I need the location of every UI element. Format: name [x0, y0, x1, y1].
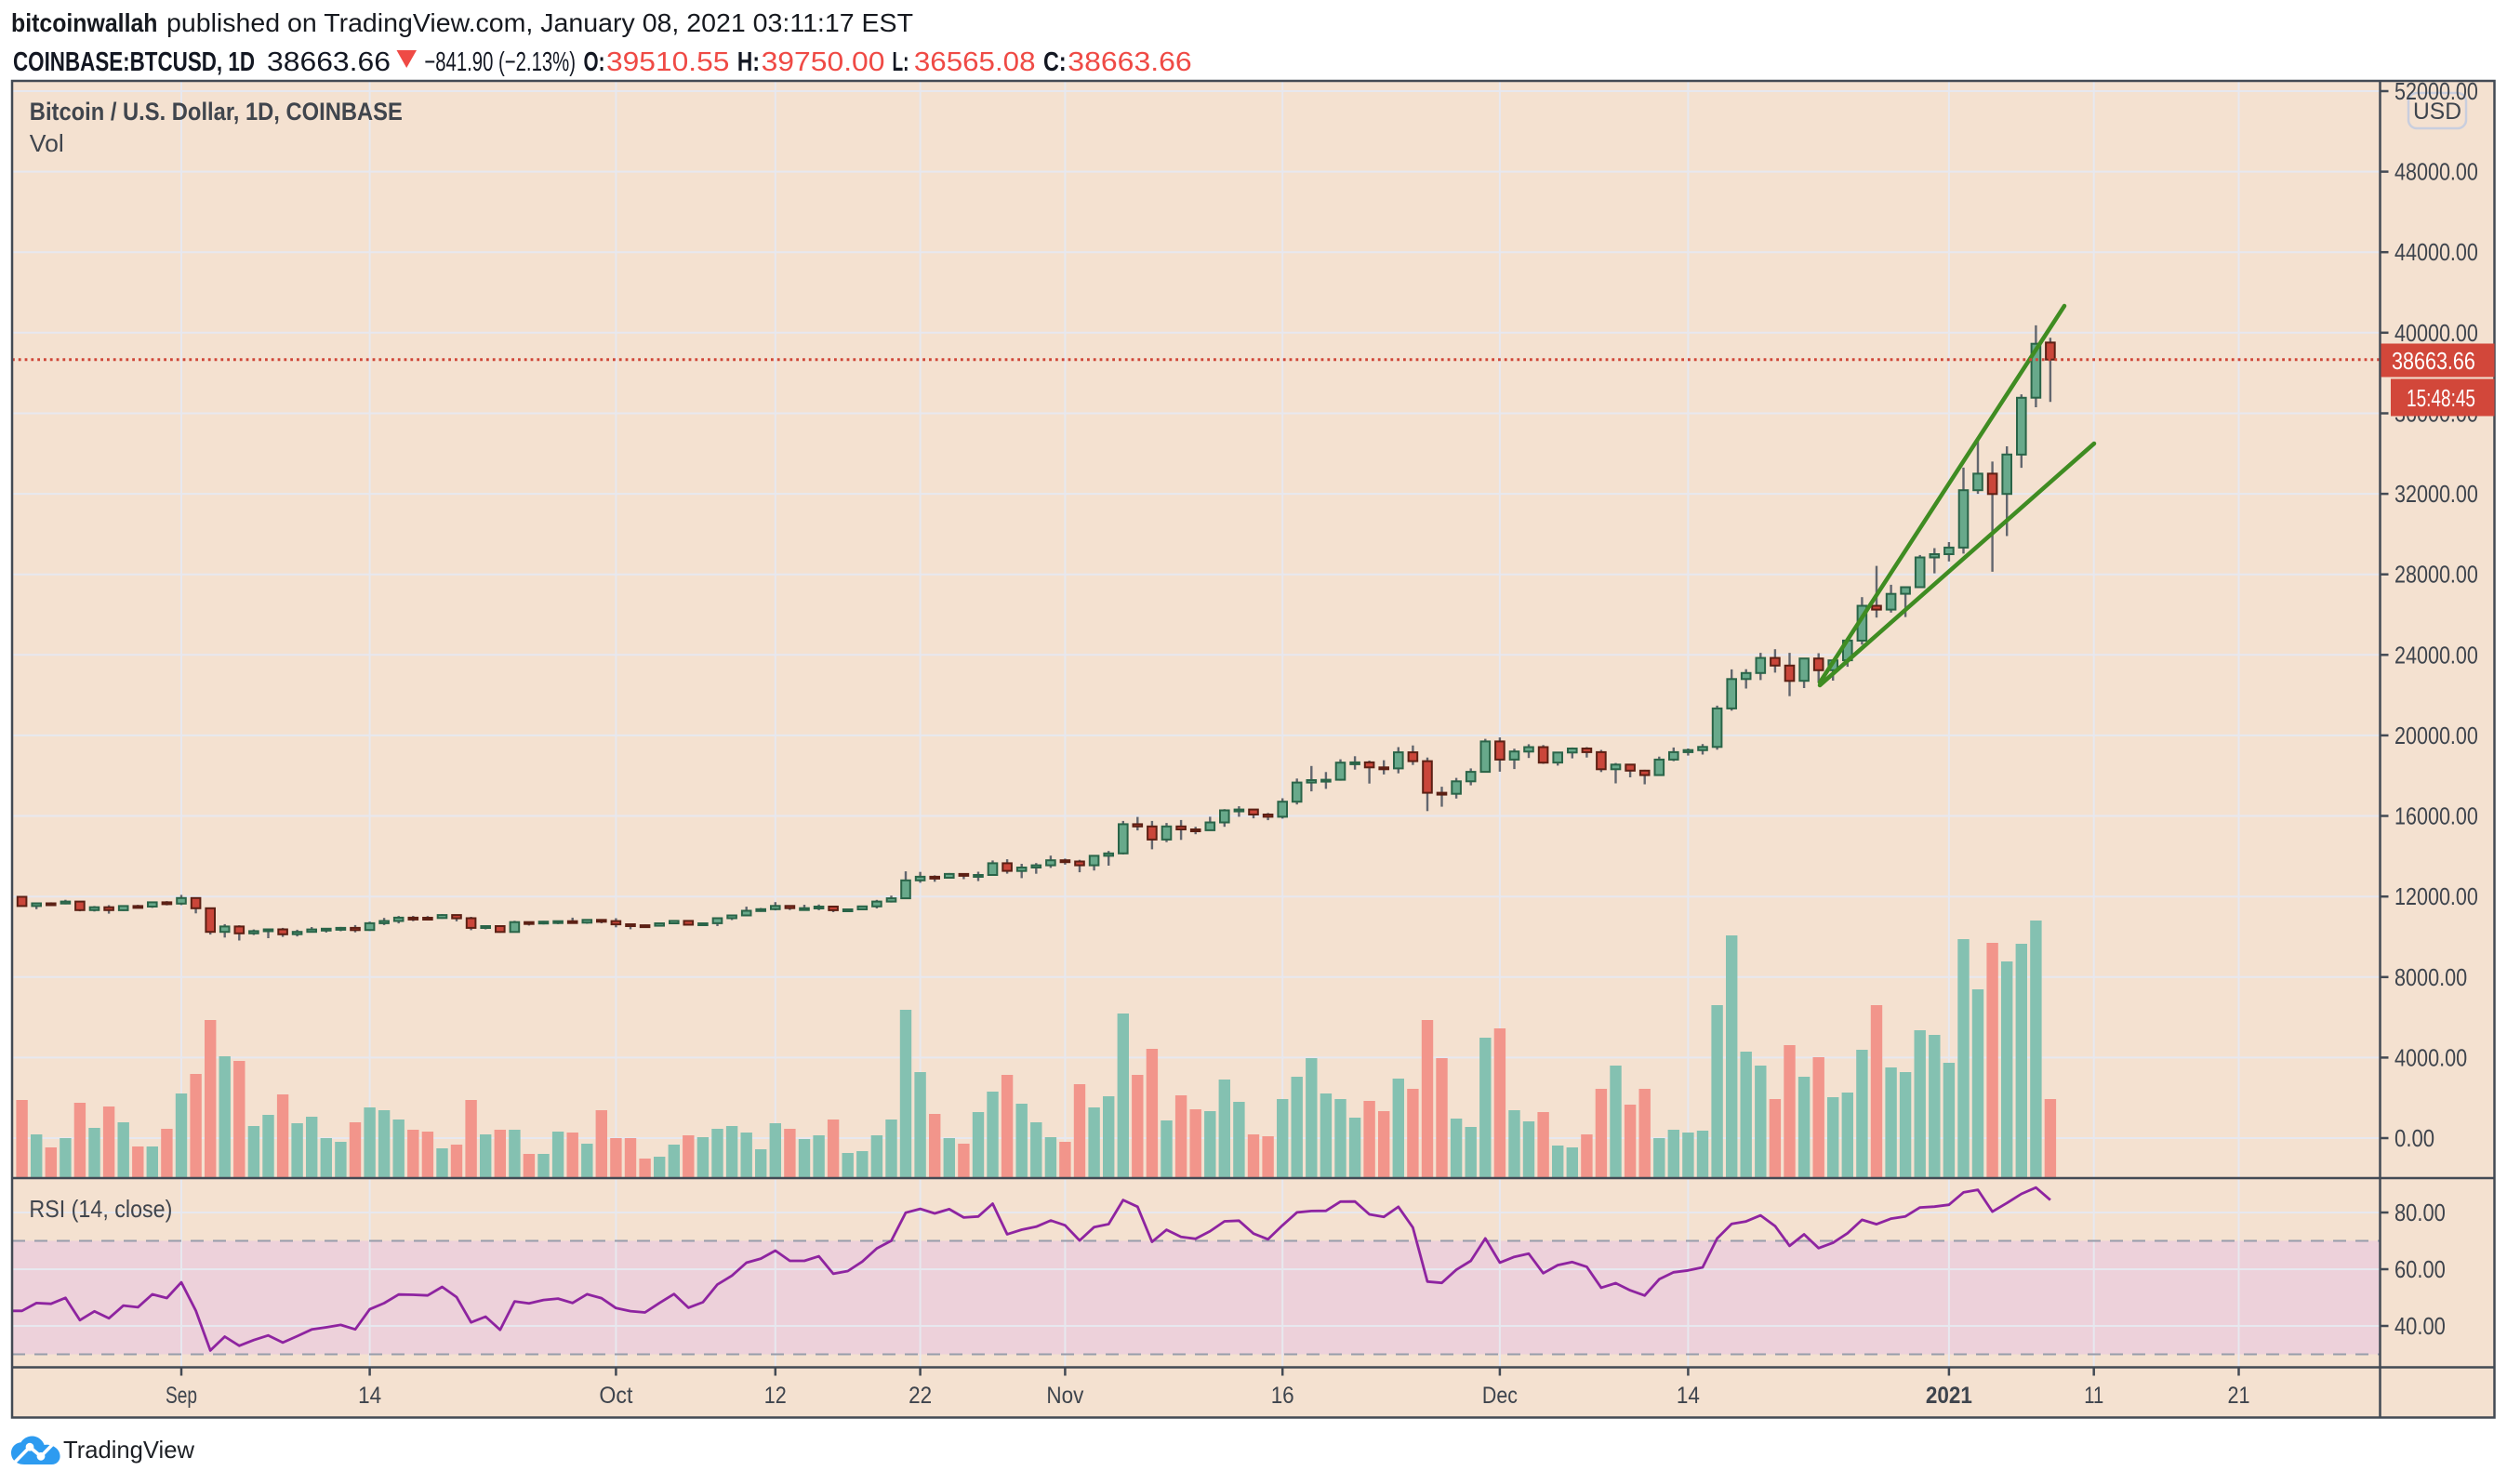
- svg-text:11: 11: [2084, 1383, 2103, 1409]
- svg-text:L:: L:: [893, 47, 909, 77]
- svg-text:32000.00: 32000.00: [2394, 482, 2478, 508]
- svg-text:36565.08: 36565.08: [914, 47, 1036, 77]
- svg-text:C:: C:: [1043, 47, 1067, 77]
- svg-text:−841.90 (−2.13%): −841.90 (−2.13%): [424, 47, 576, 77]
- svg-text:4000.00: 4000.00: [2394, 1045, 2467, 1071]
- svg-text:44000.00: 44000.00: [2394, 240, 2478, 266]
- svg-text:TradingView: TradingView: [63, 1436, 194, 1464]
- svg-text:40000.00: 40000.00: [2394, 321, 2478, 347]
- svg-text:12000.00: 12000.00: [2394, 884, 2478, 910]
- svg-text:52000.00: 52000.00: [2394, 79, 2478, 105]
- svg-text:bitcoinwallah: bitcoinwallah: [11, 8, 158, 37]
- svg-text:0.00: 0.00: [2394, 1126, 2434, 1152]
- svg-text:38663.66: 38663.66: [2392, 349, 2475, 375]
- svg-text:16000.00: 16000.00: [2394, 804, 2478, 830]
- svg-text:8000.00: 8000.00: [2394, 965, 2467, 991]
- svg-text:21: 21: [2228, 1383, 2250, 1409]
- svg-text:38663.66: 38663.66: [1068, 47, 1191, 77]
- svg-text:39750.00: 39750.00: [762, 47, 885, 77]
- svg-text:28000.00: 28000.00: [2394, 563, 2478, 589]
- svg-text:48000.00: 48000.00: [2394, 160, 2478, 186]
- svg-text:Bitcoin / U.S. Dollar, 1D, COI: Bitcoin / U.S. Dollar, 1D, COINBASE: [30, 98, 403, 126]
- svg-text:40.00: 40.00: [2394, 1314, 2446, 1340]
- svg-text:12: 12: [764, 1383, 787, 1409]
- svg-text:Oct: Oct: [599, 1383, 632, 1409]
- svg-text:22: 22: [909, 1383, 932, 1409]
- svg-text:14: 14: [1677, 1383, 1700, 1409]
- svg-text:USD: USD: [2413, 99, 2461, 125]
- svg-text:published on TradingView.com,: published on TradingView.com, January 08…: [166, 8, 913, 37]
- svg-text:60.00: 60.00: [2394, 1257, 2446, 1283]
- svg-text:RSI (14, close): RSI (14, close): [29, 1195, 172, 1223]
- svg-text:80.00: 80.00: [2394, 1200, 2446, 1226]
- svg-text:Sep: Sep: [166, 1383, 197, 1409]
- svg-text:15:48:45: 15:48:45: [2407, 386, 2475, 412]
- svg-text:Vol: Vol: [30, 129, 64, 157]
- svg-text:39510.55: 39510.55: [606, 47, 729, 77]
- svg-text:20000.00: 20000.00: [2394, 723, 2478, 749]
- svg-text:Dec: Dec: [1482, 1383, 1518, 1409]
- svg-text:16: 16: [1271, 1383, 1294, 1409]
- svg-text:14: 14: [358, 1383, 381, 1409]
- svg-text:H:: H:: [737, 47, 760, 77]
- svg-text:COINBASE:BTCUSD, 1D: COINBASE:BTCUSD, 1D: [13, 47, 255, 77]
- svg-text:24000.00: 24000.00: [2394, 643, 2478, 669]
- svg-text:38663.66: 38663.66: [267, 47, 391, 77]
- svg-text:2021: 2021: [1926, 1383, 1972, 1409]
- svg-text:O:: O:: [584, 47, 605, 77]
- svg-text:Nov: Nov: [1046, 1383, 1083, 1409]
